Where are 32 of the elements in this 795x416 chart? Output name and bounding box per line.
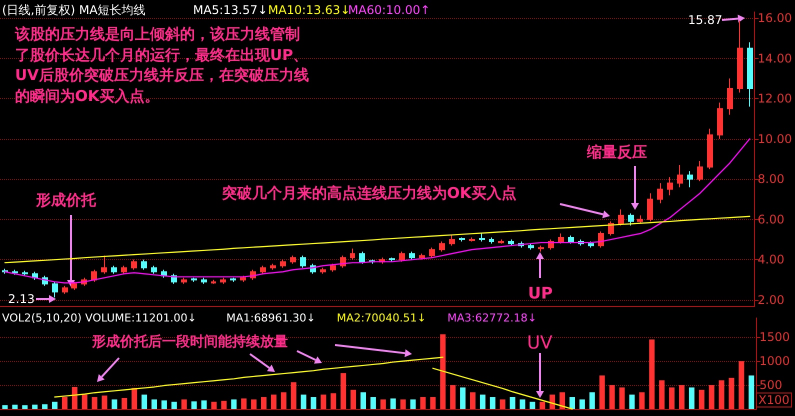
annotation: (日线,前复权) MA短长均线 xyxy=(2,3,146,17)
y-tick-label: 14.00 xyxy=(758,51,792,66)
annotation: UV xyxy=(527,332,554,354)
annotation: MA3:62772.18↓ xyxy=(447,312,537,324)
y-tick-label: 12.00 xyxy=(758,92,792,106)
y-tick-label: 8.00 xyxy=(758,172,784,186)
annotation: UV后股价突破压力线并反压，在突破压力线 xyxy=(15,66,309,84)
annotation: MA60:10.00↑ xyxy=(348,3,430,17)
annotation: 该股的压力线是向上倾斜的，该压力线管制 xyxy=(14,25,300,43)
y-tick-label: 1500 xyxy=(759,330,790,344)
annotation: MA10:13.63↓ xyxy=(268,3,350,17)
y-tick-label: 16.00 xyxy=(758,11,792,26)
annotation: 缩量反压 xyxy=(586,143,647,161)
annotation: VOL2(5,10,20) VOLUME:11201.00↓ xyxy=(2,312,197,324)
y-tick-label: 1000 xyxy=(759,354,790,368)
annotation: 突破几个月来的高点连线压力线为OK买入点 xyxy=(221,184,516,202)
y-tick-label: 4.00 xyxy=(758,252,784,267)
annotation: 形成价托后一段时间能持续放量 xyxy=(91,333,288,350)
annotation: 15.87 xyxy=(688,13,722,27)
y-tick-label: 500 xyxy=(759,378,782,392)
annotation: 了股价长达几个月的运行，最终在出现UP、 xyxy=(15,46,308,64)
y-axis-title: X100 xyxy=(758,393,790,407)
annotation: 2.13 xyxy=(8,292,35,306)
annotation: 形成价托 xyxy=(35,191,97,209)
y-tick-label: 10.00 xyxy=(758,132,792,146)
annotation: MA2:70040.51↓ xyxy=(336,312,426,324)
y-tick-label: 2.00 xyxy=(758,292,784,307)
annotation: MA5:13.57↓ xyxy=(193,3,268,17)
annotation: 的瞬间为OK买入点。 xyxy=(15,87,160,105)
annotation: UP xyxy=(528,284,553,302)
annotation: MA1:68961.30↓ xyxy=(226,312,316,324)
y-tick-label: 6.00 xyxy=(758,212,784,226)
